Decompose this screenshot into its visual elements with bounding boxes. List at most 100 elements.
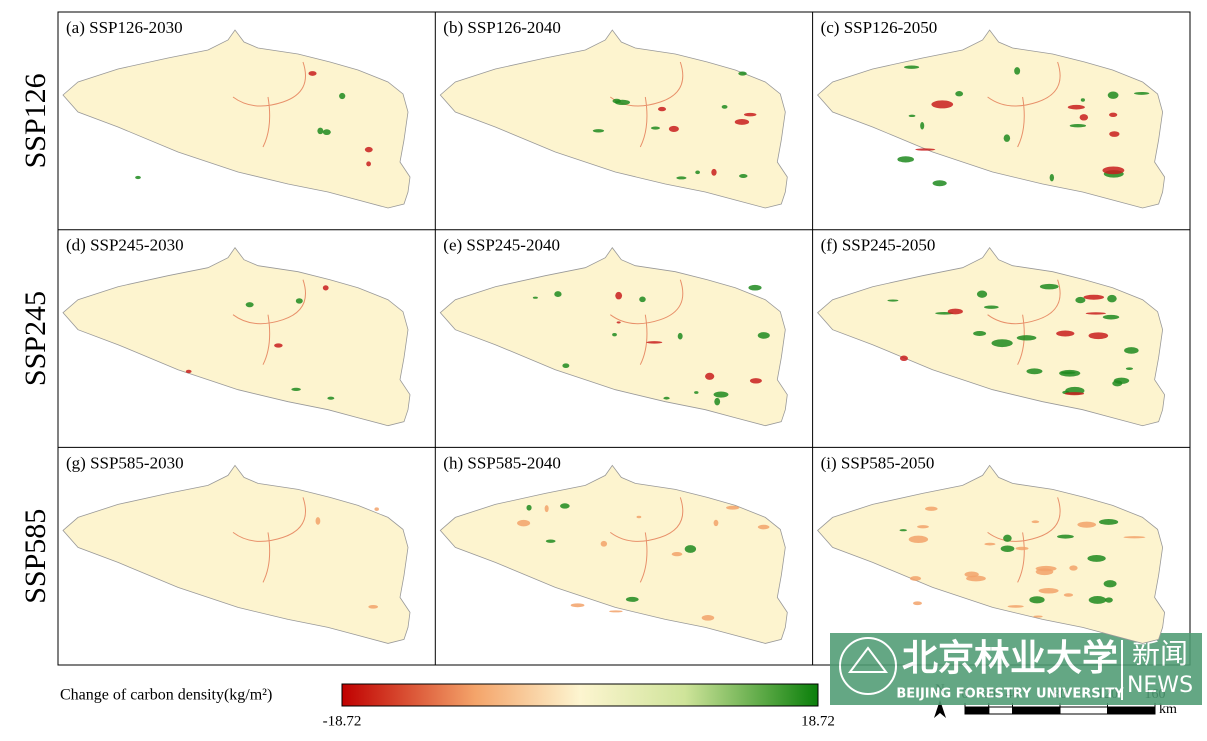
- change-patch: [327, 396, 335, 400]
- change-patch: [526, 504, 532, 511]
- scale-segment: [988, 706, 1013, 715]
- change-patch: [947, 308, 963, 315]
- change-patch: [1088, 596, 1107, 604]
- panel-label: (h) SSP585-2040: [443, 453, 561, 472]
- change-patch: [308, 71, 317, 76]
- change-patch: [1038, 588, 1059, 594]
- row-label: SSP245: [19, 291, 52, 386]
- row-label: SSP585: [19, 509, 52, 604]
- change-patch: [135, 175, 141, 180]
- change-patch: [612, 332, 617, 337]
- change-patch: [955, 91, 964, 97]
- change-patch: [1056, 330, 1075, 337]
- change-patch: [532, 296, 538, 299]
- change-patch: [991, 339, 1013, 348]
- change-patch: [973, 331, 987, 337]
- scale-segment: [964, 706, 990, 715]
- change-patch: [714, 397, 721, 406]
- change-patch: [1069, 124, 1087, 128]
- scale-segment: [1012, 706, 1061, 715]
- change-patch: [976, 290, 988, 298]
- change-patch: [887, 299, 899, 302]
- change-patch: [743, 112, 757, 117]
- region-map: [62, 247, 411, 427]
- change-patch: [1107, 294, 1117, 303]
- change-patch: [658, 106, 666, 112]
- change-patch: [545, 539, 556, 543]
- change-patch: [295, 298, 303, 304]
- watermark-subtitle: BEIJING FORESTRY UNIVERSITY: [896, 687, 1124, 702]
- change-patch: [917, 525, 929, 529]
- region-map: [817, 464, 1166, 644]
- change-patch: [554, 291, 562, 298]
- change-patch: [544, 505, 549, 513]
- change-patch: [721, 104, 728, 109]
- map-panel: (g) SSP585-2030: [62, 453, 411, 644]
- change-patch: [694, 391, 699, 394]
- region-map: [817, 29, 1166, 209]
- change-patch: [315, 517, 321, 525]
- change-patch: [676, 176, 687, 180]
- change-patch: [749, 378, 762, 384]
- change-patch: [592, 129, 605, 133]
- change-patch: [374, 507, 379, 511]
- change-patch: [913, 601, 922, 606]
- region-map: [817, 247, 1166, 427]
- panel-label: (e) SSP245-2040: [443, 236, 560, 255]
- change-patch: [1026, 368, 1043, 375]
- panel-frame: [57, 11, 1191, 666]
- change-patch: [1031, 520, 1040, 524]
- river: [232, 61, 306, 148]
- watermark-section-en: NEWS: [1127, 673, 1193, 698]
- watermark-title: 北京林业大学: [902, 637, 1118, 679]
- change-patch: [984, 305, 999, 309]
- change-patch: [1098, 518, 1119, 525]
- change-patch: [1109, 112, 1118, 118]
- scale-segment: [1107, 706, 1156, 715]
- change-patch: [908, 114, 916, 118]
- change-patch: [322, 129, 331, 136]
- legend-title: Change of carbon density(kg/m²): [60, 687, 272, 704]
- change-patch: [1003, 534, 1012, 542]
- region-map: [439, 29, 788, 209]
- watermark: 北京林业大学 BEIJING FORESTRY UNIVERSITY 新闻 NE…: [830, 633, 1202, 705]
- change-patch: [701, 615, 715, 621]
- change-patch: [1029, 596, 1045, 604]
- change-patch: [317, 127, 324, 135]
- river: [987, 497, 1061, 583]
- change-patch: [899, 355, 908, 362]
- colorbar-max: 18.72: [801, 713, 835, 729]
- change-patch: [705, 372, 715, 380]
- change-patch: [600, 540, 608, 547]
- change-patch: [1105, 597, 1113, 603]
- change-patch: [636, 515, 642, 519]
- map-panel: (e) SSP245-2040: [439, 236, 788, 427]
- change-patch: [245, 302, 254, 308]
- change-patch: [364, 146, 373, 153]
- change-patch: [1003, 134, 1011, 142]
- change-patch: [757, 524, 770, 530]
- change-patch: [671, 551, 683, 557]
- colorbar-min: -18.72: [323, 713, 362, 729]
- change-patch: [1016, 335, 1037, 341]
- region-map: [439, 464, 788, 644]
- map-panel: (i) SSP585-2050: [817, 453, 1166, 644]
- change-patch: [650, 126, 660, 130]
- change-patch: [274, 343, 283, 348]
- change-patch: [517, 519, 531, 527]
- change-patch: [984, 542, 996, 546]
- change-patch: [695, 170, 700, 175]
- scale-segment: [1059, 706, 1108, 715]
- change-patch: [1067, 104, 1085, 110]
- change-patch: [1039, 283, 1059, 290]
- panel-label: (g) SSP585-2030: [66, 453, 184, 472]
- change-patch: [748, 284, 762, 291]
- change-patch: [909, 576, 922, 581]
- change-patch: [757, 332, 770, 339]
- change-patch: [1087, 554, 1106, 562]
- change-patch: [560, 503, 570, 509]
- river: [610, 497, 684, 583]
- map-panel: (d) SSP245-2030: [62, 236, 411, 427]
- change-patch: [1007, 605, 1024, 608]
- change-patch: [1075, 296, 1086, 304]
